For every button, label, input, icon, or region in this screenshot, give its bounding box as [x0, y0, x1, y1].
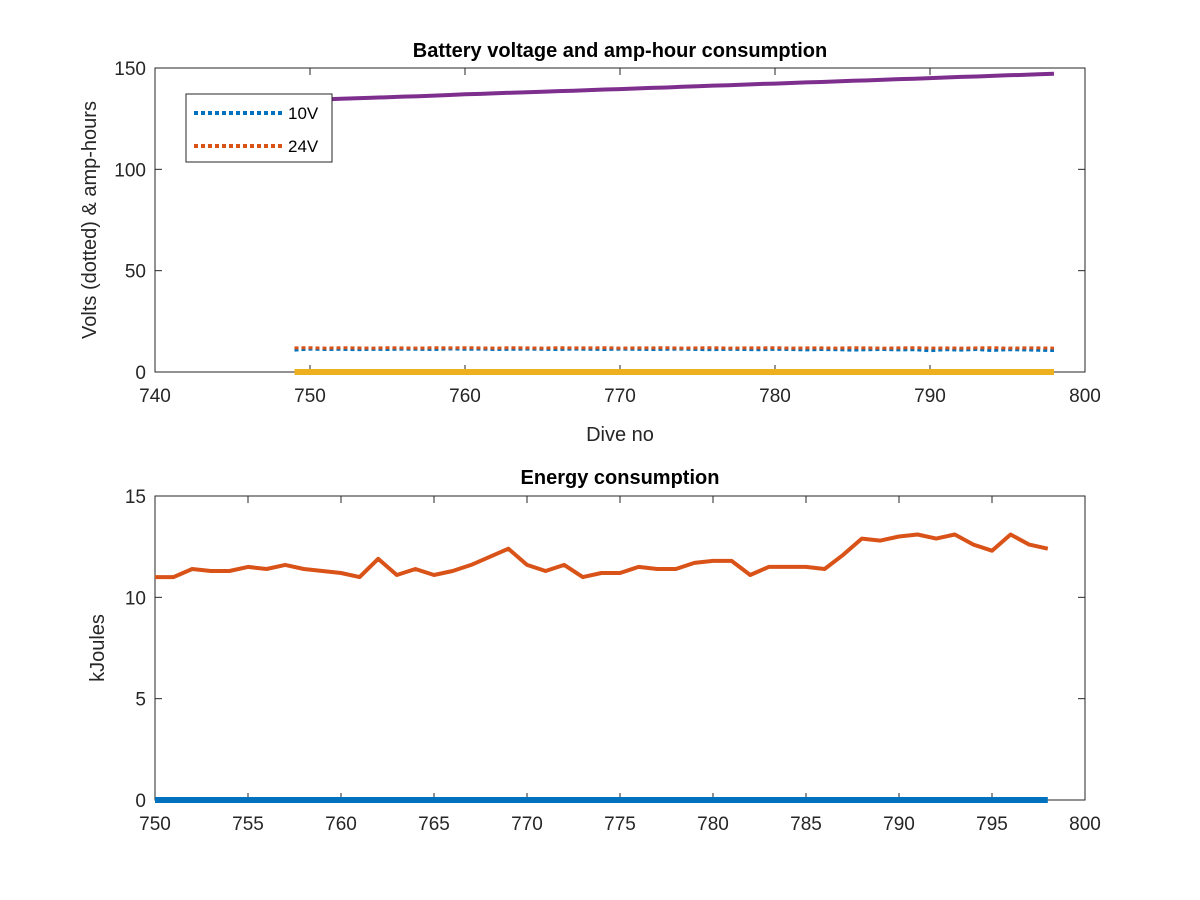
energy-x-tick-label: 780 [697, 814, 729, 835]
voltage-ah-x-axis-label: Dive no [586, 424, 654, 446]
voltage-ah-chart-title: Battery voltage and amp-hour consumption [413, 40, 827, 62]
legend-box [185, 93, 333, 163]
voltage-ah-x-tick-label: 780 [759, 386, 791, 407]
energy-series-line-0 [155, 532, 1049, 580]
voltage-ah-x-tick-label: 760 [449, 386, 481, 407]
voltage-ah-x-tick-label: 770 [604, 386, 636, 407]
energy-y-tick-label: 10 [125, 588, 146, 609]
voltage-ah-x-tick-label: 740 [139, 386, 171, 407]
legend-label-10v: 10V [288, 104, 319, 123]
energy-x-tick-label: 760 [325, 814, 357, 835]
voltage-ah-y-tick-label: 50 [125, 262, 146, 283]
legend-label-24v: 24V [288, 137, 319, 156]
energy-x-tick-label: 755 [232, 814, 264, 835]
voltage-ah-x-tick-label: 790 [914, 386, 946, 407]
voltage-ah-y-axis-label: Volts (dotted) & amp-hours [79, 101, 101, 339]
energy-chart: Energy consumption 750 755 760 765 770 775 780… [87, 467, 1101, 835]
voltage-ah-y-tick-label: 100 [114, 160, 146, 181]
energy-x-tick-label: 795 [976, 814, 1008, 835]
energy-x-tick-label: 800 [1069, 814, 1101, 835]
energy-x-tick-label: 790 [883, 814, 915, 835]
voltage-ah-plot-area: 740 750 760 770 780 790 800 0 50 100 150 [114, 59, 1101, 407]
voltage-ah-y-tick-label: 0 [135, 363, 146, 384]
voltage-ah-legend: 10V 24V [185, 93, 333, 163]
energy-x-tick-label: 775 [604, 814, 636, 835]
energy-x-tick-label: 770 [511, 814, 543, 835]
energy-x-tick-label: 765 [418, 814, 450, 835]
voltage-ah-chart: Battery voltage and amp-hour consumption… [79, 40, 1101, 446]
energy-x-tick-label: 750 [139, 814, 171, 835]
voltage-ah-x-tick-label: 800 [1069, 386, 1101, 407]
voltage-ah-series-line-2 [294, 71, 1055, 103]
energy-y-tick-label: 15 [125, 487, 146, 508]
energy-y-axis-label: kJoules [87, 614, 109, 682]
voltage-ah-y-tick-label: 150 [114, 59, 146, 80]
energy-y-tick-label: 5 [135, 690, 146, 711]
energy-x-tick-label: 785 [790, 814, 822, 835]
energy-chart-title: Energy consumption [521, 467, 720, 489]
energy-y-tick-label: 0 [135, 791, 146, 812]
voltage-ah-x-tick-label: 750 [294, 386, 326, 407]
energy-plot-area: 750 755 760 765 770 775 780 785 790 795 800 0 5 10 15 [125, 487, 1101, 835]
